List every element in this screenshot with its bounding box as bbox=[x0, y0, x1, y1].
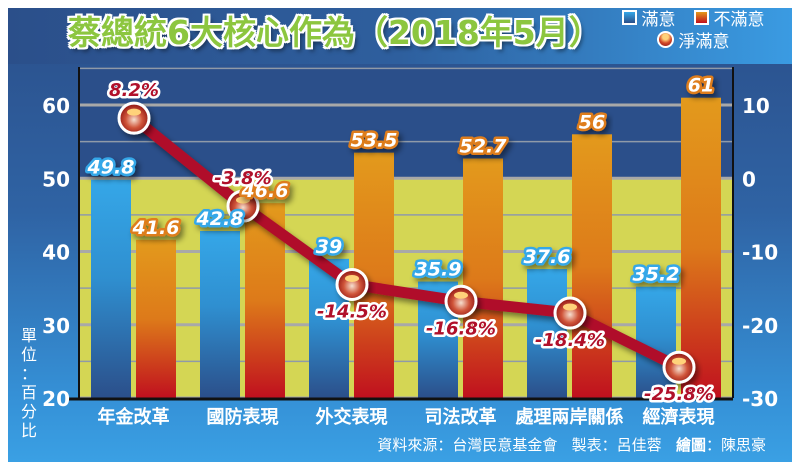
net-value-label: -14.5% bbox=[317, 301, 387, 322]
net-marker-icon bbox=[444, 284, 478, 318]
net-value-label: -16.8% bbox=[426, 318, 496, 339]
unit-char: ： bbox=[20, 364, 37, 383]
net-value-label: 8.2% bbox=[109, 80, 159, 101]
marker-highlight bbox=[563, 303, 577, 311]
right-tick-label: -20 bbox=[742, 314, 778, 338]
legend-label-net: 淨滿意 bbox=[678, 31, 730, 52]
net-value-label: -25.8% bbox=[644, 384, 714, 405]
legend-item-net: 淨滿意 bbox=[656, 27, 730, 52]
net-marker-icon bbox=[553, 296, 587, 330]
value-label-dissatisfied: 56 bbox=[579, 111, 605, 133]
net-value-label: -18.4% bbox=[535, 330, 605, 351]
value-label-dissatisfied: 46.6 bbox=[241, 180, 289, 202]
orange-square-icon bbox=[693, 9, 709, 25]
value-label-satisfied: 35.2 bbox=[633, 264, 680, 286]
drawn-label: 繪圖 bbox=[675, 436, 706, 454]
bar-dissatisfied bbox=[463, 158, 503, 398]
legend-label-satisfied: 滿意 bbox=[641, 9, 676, 30]
marker-highlight bbox=[236, 196, 250, 204]
net-value-label: -3.8% bbox=[214, 168, 271, 189]
net-satisfaction-line bbox=[128, 112, 685, 373]
right-tick-label: -30 bbox=[742, 387, 778, 411]
value-label-satisfied: 49.8 bbox=[87, 157, 135, 179]
unit-char: 分 bbox=[20, 402, 37, 421]
x-tick-label: 外交表現 bbox=[316, 406, 388, 428]
bar-satisfied bbox=[91, 179, 131, 398]
unit-char: 位 bbox=[20, 345, 37, 364]
marker-highlight bbox=[127, 108, 141, 116]
bar-dissatisfied bbox=[136, 239, 176, 398]
value-label-satisfied: 42.8 bbox=[196, 208, 244, 230]
left-tick-label: 50 bbox=[42, 167, 70, 191]
net-marker-icon bbox=[662, 350, 696, 384]
value-label-dissatisfied: 41.6 bbox=[132, 217, 180, 239]
table-credit: 製表：呂佳蓉 bbox=[571, 436, 662, 454]
x-tick-label: 經濟表現 bbox=[643, 406, 715, 428]
legend-item-satisfied: 滿意 bbox=[621, 5, 676, 30]
marker-highlight bbox=[345, 274, 359, 282]
right-tick-label: 0 bbox=[742, 167, 756, 191]
marker-highlight bbox=[454, 291, 468, 299]
x-tick-label: 處理兩岸關係 bbox=[516, 406, 624, 428]
drawn-credit: ：陳思豪 bbox=[705, 436, 766, 454]
value-label-satisfied: 37.6 bbox=[524, 246, 571, 268]
value-label-dissatisfied: 52.7 bbox=[460, 135, 508, 157]
marker-highlight bbox=[672, 357, 686, 365]
x-tick-label: 司法改革 bbox=[425, 406, 497, 428]
x-tick-label: 國防表現 bbox=[207, 406, 279, 428]
unit-label: 單 位 ： 百 分 比 bbox=[20, 326, 38, 440]
net-marker-icon bbox=[335, 267, 369, 301]
value-label-dissatisfied: 61 bbox=[688, 75, 714, 97]
bar-dissatisfied bbox=[681, 97, 721, 399]
blue-square-icon bbox=[621, 9, 637, 25]
left-tick-label: 20 bbox=[42, 387, 70, 411]
value-label-satisfied: 39 bbox=[316, 236, 342, 258]
value-label-dissatisfied: 53.5 bbox=[351, 130, 398, 152]
x-tick-label: 年金改革 bbox=[98, 406, 170, 428]
data-source: 資料來源：台灣民意基金會 bbox=[377, 436, 558, 454]
unit-char: 比 bbox=[20, 421, 37, 440]
legend: 滿意 不滿意 淨滿意 bbox=[598, 5, 788, 52]
source-credits: 資料來源：台灣民意基金會 製表：呂佳蓉 繪圖：陳思豪 bbox=[377, 434, 766, 455]
unit-char: 百 bbox=[20, 383, 37, 402]
left-tick-label: 40 bbox=[42, 241, 70, 265]
right-tick-label: -10 bbox=[742, 241, 778, 265]
net-marker-icon bbox=[117, 101, 151, 135]
value-label-satisfied: 35.9 bbox=[415, 259, 462, 281]
right-tick-label: 10 bbox=[742, 94, 770, 118]
left-tick-label: 60 bbox=[42, 94, 70, 118]
net-marker-icon bbox=[226, 189, 260, 223]
chart-title: 蔡總統6大核心作為（2018年5月） bbox=[68, 13, 602, 52]
bar-satisfied bbox=[200, 230, 240, 398]
bar-satisfied bbox=[527, 269, 567, 398]
bar-satisfied bbox=[636, 286, 676, 398]
ball-marker-icon bbox=[656, 30, 674, 48]
legend-item-dissatisfied: 不滿意 bbox=[693, 5, 765, 30]
unit-char: 單 bbox=[20, 326, 37, 345]
left-tick-label: 30 bbox=[42, 314, 70, 338]
legend-label-dissatisfied: 不滿意 bbox=[713, 9, 765, 30]
bar-dissatisfied bbox=[572, 134, 612, 399]
